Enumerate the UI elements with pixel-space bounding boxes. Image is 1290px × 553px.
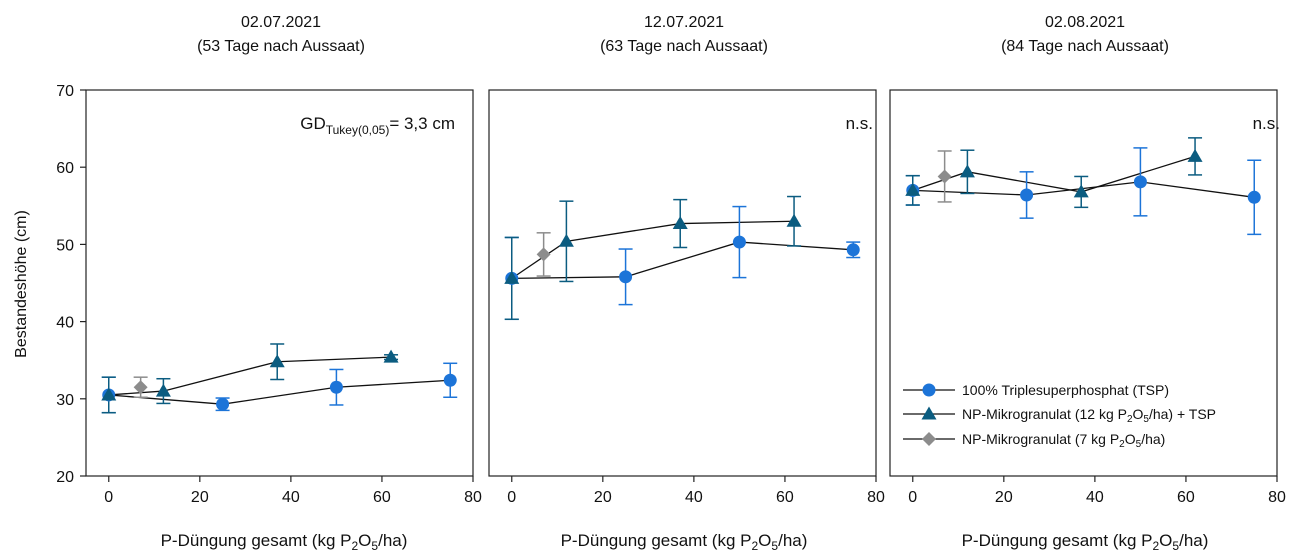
panel-1-line-tsp <box>108 379 451 405</box>
panel-1-point-tsp <box>216 397 230 411</box>
panel-1-point-tsp <box>443 373 457 387</box>
panel-1-y-tick-label: 40 <box>56 315 74 332</box>
panel-3-x-tick-label: 60 <box>1177 489 1195 506</box>
legend-marker-np7 <box>922 432 936 446</box>
panel-3-line-np12 <box>912 155 1196 193</box>
panel-3-subtitle: (84 Tage nach Aussaat) <box>1001 38 1169 55</box>
legend-label-tsp: 100% Triplesuperphosphat (TSP) <box>962 382 1169 398</box>
panel-1-x-tick-label: 80 <box>464 489 482 506</box>
panel-1-point-np7 <box>133 380 148 395</box>
panel-3-point-tsp <box>1020 188 1034 202</box>
panel-3-point-np12 <box>1073 184 1089 198</box>
panel-1-x-tick-label: 60 <box>373 489 391 506</box>
panel-1-y-tick-label: 70 <box>56 83 74 100</box>
panel-1-y-tick-label: 20 <box>56 469 74 486</box>
panel-2-line-np12 <box>511 220 795 279</box>
panel-3-annotation: n.s. <box>1253 114 1280 133</box>
legend-marker-np12 <box>921 406 937 420</box>
panel-3-point-np7 <box>937 169 952 184</box>
panel-2-frame <box>488 89 877 477</box>
legend-label-np12: NP-Mikrogranulat (12 kg P2O5/ha) + TSP <box>962 406 1216 425</box>
panel-2-point-np12 <box>558 233 574 247</box>
panel-3-point-np12 <box>959 164 975 178</box>
panel-1-annotation: GDTukey(0,05)= 3,3 cm <box>300 114 455 137</box>
panel-2-subtitle: (63 Tage nach Aussaat) <box>600 38 768 55</box>
panel-1-point-np12 <box>101 387 117 401</box>
panel-2-point-tsp <box>732 235 746 249</box>
panel-1-x-tick-label: 40 <box>282 489 300 506</box>
panel-1-y-tick-label: 60 <box>56 160 74 177</box>
legend-marker-tsp <box>922 383 936 397</box>
panel-2-x-tick-label: 0 <box>507 489 516 506</box>
panel-2-point-np7 <box>536 247 551 262</box>
panel-1-point-tsp <box>329 380 343 394</box>
panel-2-point-tsp <box>619 270 633 284</box>
panel-2-point-np12 <box>504 270 520 284</box>
panel-3-x-tick-label: 80 <box>1268 489 1286 506</box>
panel-1-subtitle: (53 Tage nach Aussaat) <box>197 38 365 55</box>
panel-1-line-np12 <box>108 356 392 396</box>
panel-1-point-np12 <box>155 383 171 397</box>
panel-1-frame <box>85 89 474 477</box>
panel-3-x-tick-label: 40 <box>1086 489 1104 506</box>
panel-1-title: 02.07.2021 <box>241 14 321 31</box>
panel-2-point-np12 <box>672 216 688 230</box>
panel-2-x-tick-label: 40 <box>685 489 703 506</box>
panel-3-frame <box>889 89 1278 477</box>
panel-2-x-axis-label: P-Düngung gesamt (kg P2O5/ha) <box>561 531 808 553</box>
panel-3-point-np12 <box>905 182 921 196</box>
panel-1-x-axis-label: P-Düngung gesamt (kg P2O5/ha) <box>161 531 408 553</box>
panel-1-y-tick-label: 50 <box>56 237 74 254</box>
legend: 100% Triplesuperphosphat (TSP) NP-Mikrog… <box>903 382 1216 450</box>
panel-1-x-tick-label: 20 <box>191 489 209 506</box>
panel-2-x-tick-label: 60 <box>776 489 794 506</box>
panel-3-x-tick-label: 20 <box>995 489 1013 506</box>
panel-2-title: 12.07.2021 <box>644 14 724 31</box>
panel-2-point-np12 <box>786 213 802 227</box>
legend-label-np7: NP-Mikrogranulat (7 kg P2O5/ha) <box>962 431 1165 450</box>
panel-3-x-tick-label: 0 <box>908 489 917 506</box>
panel-1-point-np12 <box>383 349 399 363</box>
panel-3-x-axis-label: P-Düngung gesamt (kg P2O5/ha) <box>962 531 1209 553</box>
panel-3-title: 02.08.2021 <box>1045 14 1125 31</box>
panel-1-point-np12 <box>269 354 285 368</box>
panel-2-x-tick-label: 20 <box>594 489 612 506</box>
panel-3-point-tsp <box>1247 190 1261 204</box>
panel-1-x-tick-label: 0 <box>104 489 113 506</box>
panel-2-x-tick-label: 80 <box>867 489 885 506</box>
panel-3-point-tsp <box>1133 175 1147 189</box>
panel-2-point-tsp <box>846 243 860 257</box>
panel-2-annotation: n.s. <box>846 114 873 133</box>
panel-1-y-tick-label: 30 <box>56 392 74 409</box>
panel-3-point-np12 <box>1187 148 1203 162</box>
y-axis-label: Bestandeshöhe (cm) <box>13 210 30 358</box>
